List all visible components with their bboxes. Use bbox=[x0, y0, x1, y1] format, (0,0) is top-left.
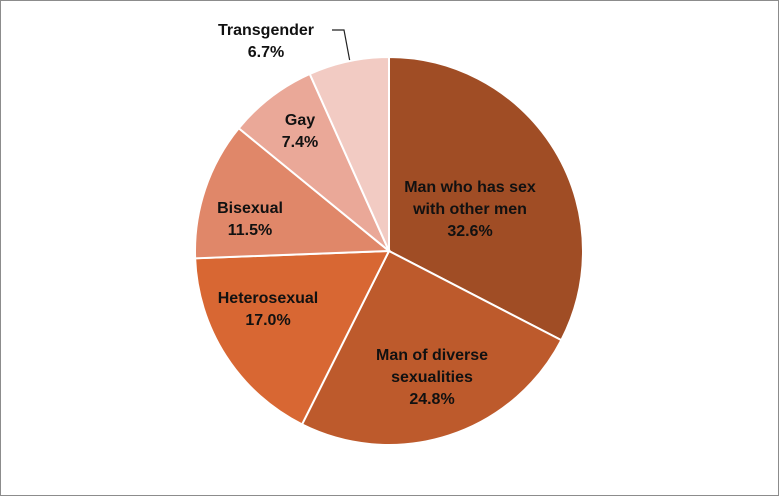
value-label: 17.0% bbox=[245, 312, 291, 329]
leader-line bbox=[332, 29, 351, 63]
pie-slice bbox=[308, 55, 390, 252]
category-label: Transgender bbox=[217, 22, 315, 39]
slice-label: Gay 7.4% bbox=[260, 110, 340, 154]
value-label: 11.5% bbox=[227, 222, 273, 239]
category-label: Man who has sex with other men bbox=[404, 179, 536, 218]
value-label: 24.8% bbox=[409, 391, 455, 408]
slice-label: Transgender 6.7% bbox=[201, 20, 331, 64]
slice-label: Man of diverse sexualities 24.8% bbox=[347, 345, 517, 411]
slice-label: Heterosexual 17.0% bbox=[193, 288, 343, 332]
category-label: Bisexual bbox=[217, 200, 283, 217]
slice-label: Man who has sex with other men 32.6% bbox=[390, 177, 550, 243]
pie-slice bbox=[194, 249, 391, 426]
pie-slice bbox=[388, 55, 584, 342]
pie-slice bbox=[300, 249, 563, 446]
value-label: 32.6% bbox=[447, 223, 493, 240]
value-label: 7.4% bbox=[281, 134, 319, 151]
category-label: Man of diverse sexualities bbox=[375, 347, 489, 386]
pie-slice bbox=[194, 126, 392, 260]
category-label: Heterosexual bbox=[217, 290, 319, 307]
value-label: 6.7% bbox=[247, 44, 285, 61]
category-label: Gay bbox=[284, 112, 316, 129]
slice-label: Bisexual 11.5% bbox=[195, 198, 305, 242]
